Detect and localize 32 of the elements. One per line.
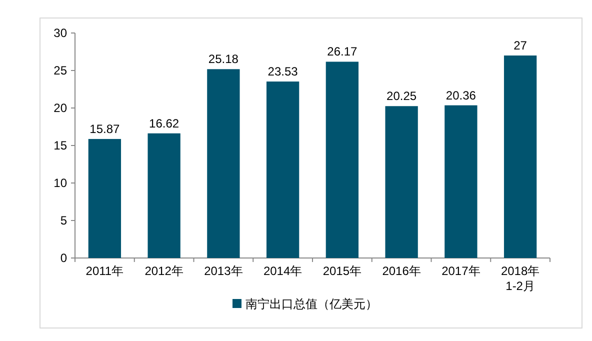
y-tick-label: 20	[54, 101, 68, 115]
bar	[326, 62, 359, 258]
y-tick-label: 15	[54, 138, 68, 152]
data-label: 16.62	[149, 116, 180, 130]
x-tick-label: 2012年	[144, 264, 184, 278]
x-tick-label: 2016年	[382, 264, 421, 278]
y-tick-label: 30	[54, 26, 68, 40]
data-label: 20.25	[386, 89, 417, 104]
data-label: 25.18	[208, 52, 239, 66]
bar	[444, 105, 478, 258]
y-tick-label: 10	[54, 176, 68, 190]
x-tick-label: 2014年	[263, 264, 302, 278]
x-tick-label: 2015年	[322, 264, 362, 278]
data-label: 23.53	[268, 64, 298, 79]
bar	[148, 133, 180, 258]
legend: 南宁出口总值（亿美元）	[232, 297, 378, 311]
y-tick-label: 25	[54, 64, 68, 78]
x-tick-label: 2011年	[86, 264, 124, 278]
bar	[88, 138, 122, 258]
bar	[207, 69, 240, 258]
x-tick-label: 2013年	[204, 264, 243, 278]
data-label: 15.87	[90, 122, 120, 136]
bar	[504, 56, 537, 258]
x-tick-label: 2018年 1-2月	[500, 264, 540, 293]
bar	[385, 106, 418, 258]
y-tick-label: 5	[60, 214, 68, 228]
bar	[266, 82, 300, 258]
x-tick-label: 2017年	[442, 264, 480, 278]
y-tick-label: 0	[60, 251, 68, 265]
data-label: 26.17	[327, 44, 358, 59]
data-label: 27	[514, 38, 528, 52]
data-label: 20.36	[446, 88, 476, 102]
